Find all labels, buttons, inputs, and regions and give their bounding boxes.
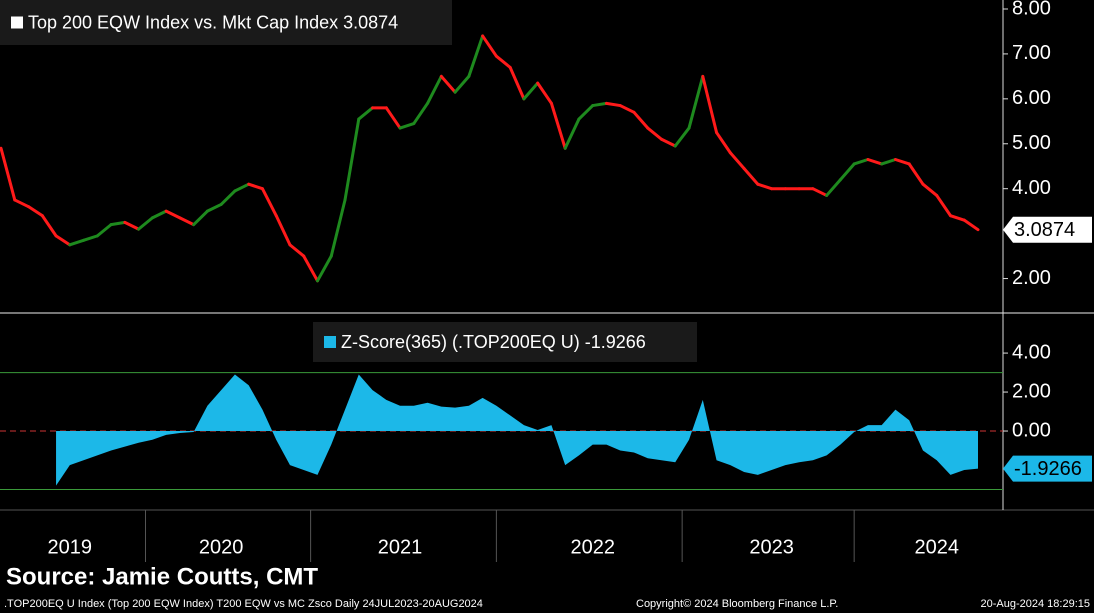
- line-segment: [205, 202, 223, 213]
- legend-box: [0, 0, 452, 45]
- line-segment: [536, 81, 553, 105]
- y-tick-label: 4.00: [1012, 341, 1051, 363]
- line-segment: [384, 106, 402, 130]
- line-segment: [715, 131, 732, 155]
- line-segment: [453, 74, 471, 94]
- line-segment: [439, 74, 457, 94]
- line-segment: [563, 117, 581, 150]
- line-segment: [838, 162, 856, 182]
- line-segment: [233, 182, 251, 193]
- line-segment: [178, 216, 196, 227]
- y-tick-label: 7.00: [1012, 42, 1051, 64]
- x-tick-label: 2024: [914, 536, 959, 558]
- area: [56, 374, 979, 486]
- line-segment: [68, 238, 86, 247]
- legend-label: Top 200 EQW Index vs. Mkt Cap Index 3.08…: [28, 12, 398, 32]
- line-segment: [756, 182, 774, 191]
- y-tick-label: 5.00: [1012, 132, 1051, 154]
- line-segment: [192, 209, 209, 227]
- line-segment: [646, 126, 664, 141]
- line-segment: [893, 157, 911, 166]
- line-segment: [522, 81, 540, 101]
- line-segment: [357, 106, 375, 121]
- line-segment: [660, 137, 677, 148]
- line-segment: [811, 187, 829, 197]
- line-segment: [288, 243, 306, 258]
- y-tick-label: 8.00: [1012, 0, 1051, 19]
- line-segment: [618, 104, 636, 114]
- legend-label: Z-Score(365) (.TOP200EQ U) -1.9266: [341, 332, 646, 352]
- line-segment: [701, 74, 719, 135]
- last-value-label: 3.0874: [1014, 219, 1075, 241]
- line-segment: [687, 74, 705, 130]
- line-segment: [247, 182, 264, 191]
- line-segment: [728, 151, 746, 170]
- line-segment: [274, 214, 292, 247]
- line-segment: [880, 157, 897, 166]
- y-tick-label: 0.00: [1012, 419, 1051, 441]
- line-segment: [948, 214, 966, 222]
- line-segment: [481, 34, 498, 58]
- line-segment: [27, 205, 44, 218]
- y-tick-label: 6.00: [1012, 87, 1051, 109]
- y-tick-label: 4.00: [1012, 177, 1051, 199]
- line-segment: [412, 101, 430, 126]
- line-segment: [935, 193, 952, 218]
- line-segment: [260, 187, 278, 218]
- line-segment: [549, 101, 567, 150]
- line-segment: [962, 218, 980, 232]
- line-segment: [508, 65, 526, 101]
- last-value-label: -1.9266: [1014, 458, 1082, 480]
- line-segment: [426, 74, 443, 105]
- line-segment: [109, 220, 127, 227]
- line-segment: [494, 54, 512, 69]
- line-segment: [467, 34, 485, 78]
- x-tick-label: 2020: [199, 536, 244, 558]
- last-value-tag: [1003, 455, 1092, 482]
- line-segment: [54, 234, 72, 247]
- copyright: Copyright© 2024 Bloomberg Finance L.P.: [636, 598, 838, 610]
- legend-swatch: [11, 16, 23, 29]
- line-segment: [302, 254, 319, 283]
- line-segment: [866, 157, 884, 166]
- line-segment: [137, 216, 154, 231]
- line-segment: [40, 214, 58, 238]
- line-segment: [164, 209, 182, 220]
- line-segment: [577, 104, 595, 121]
- line-segment: [604, 101, 622, 108]
- line-segment: [921, 182, 939, 197]
- source: Source: Jamie Coutts, CMT: [6, 563, 318, 590]
- line-segment: [123, 220, 141, 231]
- timestamp: 20-Aug-2024 18:29:15: [981, 598, 1090, 610]
- line-segment: [0, 146, 17, 202]
- line-segment: [82, 234, 99, 242]
- line-segment: [329, 198, 347, 258]
- line-segment: [852, 157, 870, 166]
- y-tick-label: 2.00: [1012, 380, 1051, 402]
- line-segment: [632, 110, 650, 130]
- y-tick-label: 2.00: [1012, 267, 1051, 289]
- x-tick-label: 2021: [378, 536, 423, 558]
- line-segment: [398, 122, 416, 130]
- line-segment: [219, 189, 237, 206]
- line-segment: [150, 209, 168, 220]
- description: .TOP200EQ U Index (Top 200 EQW Index) T2…: [4, 598, 483, 610]
- legend-box: [313, 322, 697, 362]
- line-segment: [673, 126, 691, 148]
- line-segment: [742, 166, 760, 186]
- line-segment: [95, 223, 113, 238]
- line-segment: [825, 178, 842, 197]
- last-value-tag: [1003, 216, 1092, 243]
- x-tick-label: 2023: [749, 536, 794, 558]
- legend-swatch: [324, 336, 336, 348]
- line-segment: [591, 101, 608, 108]
- x-tick-label: 2019: [48, 536, 93, 558]
- line-segment: [343, 117, 361, 202]
- line-segment: [907, 162, 925, 186]
- line-segment: [315, 254, 333, 283]
- line-segment: [13, 198, 31, 209]
- x-tick-label: 2022: [570, 536, 615, 558]
